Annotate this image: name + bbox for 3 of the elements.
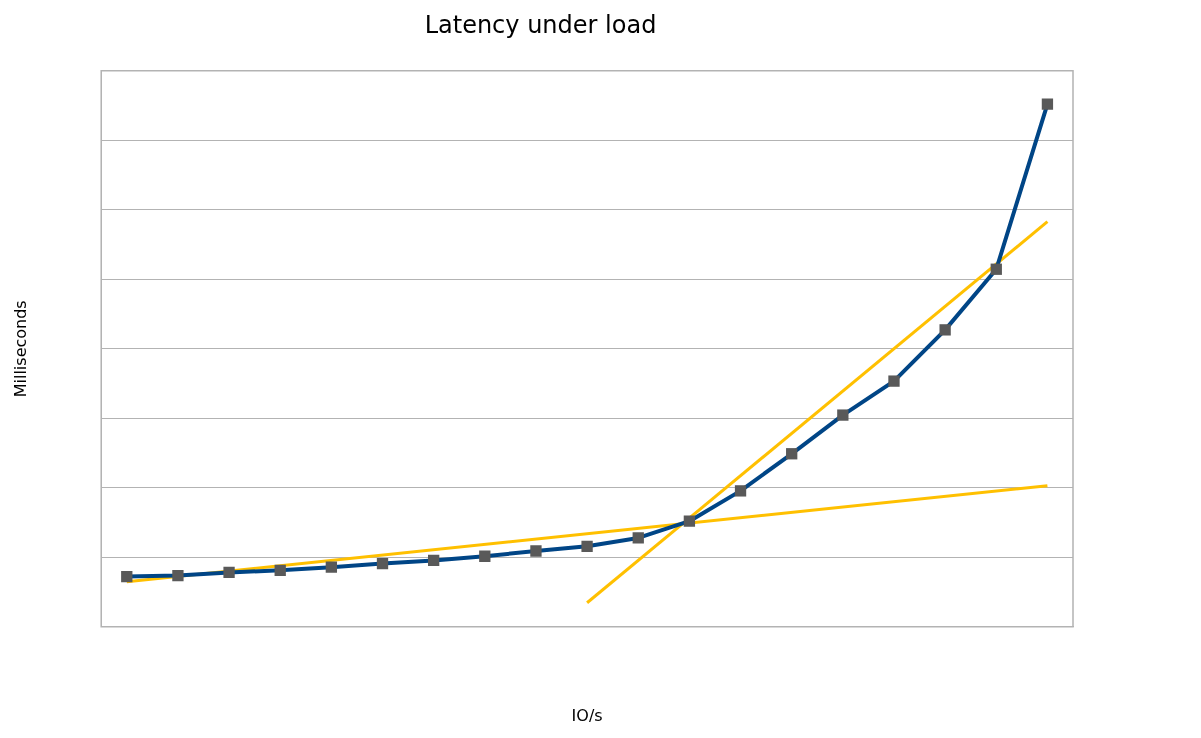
x-axis-title: IO/s [571, 705, 603, 725]
y-axis-title: Milliseconds [10, 300, 30, 398]
chart-title: Latency under load [424, 10, 657, 39]
